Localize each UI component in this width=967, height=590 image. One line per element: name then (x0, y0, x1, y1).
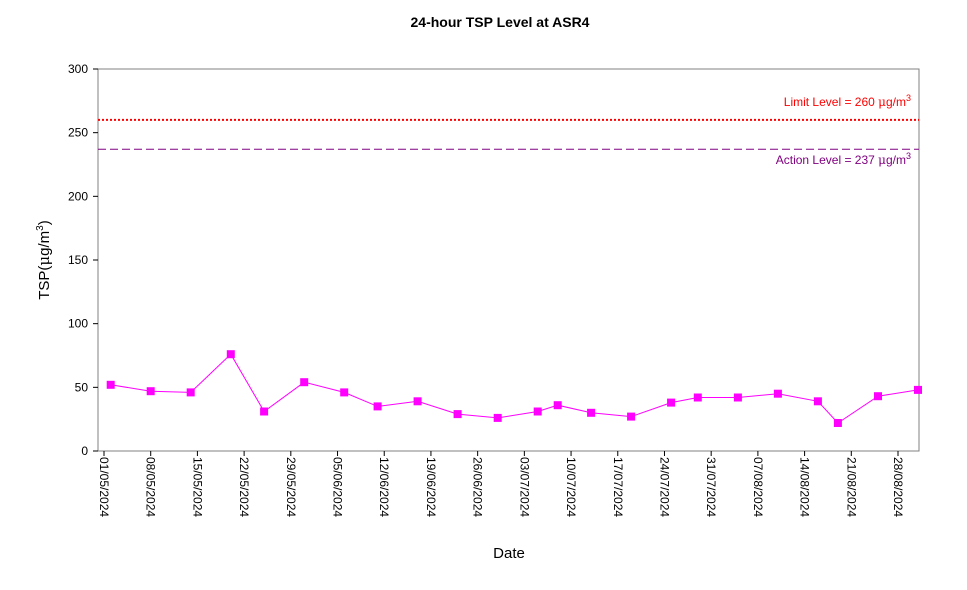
y-tick-label: 250 (68, 126, 88, 140)
data-point (373, 402, 382, 411)
data-point (106, 380, 115, 389)
x-axis-title: Date (493, 545, 525, 562)
y-axis-title: TSP(μg/m3) (35, 220, 53, 300)
data-point (874, 392, 882, 401)
y-axis-title-suffix: ) (36, 220, 53, 225)
data-point (914, 385, 922, 394)
data-point (186, 388, 195, 397)
data-point (493, 413, 502, 422)
data-point (260, 407, 269, 416)
x-tick-label: 15/05/2024 (190, 457, 204, 517)
reference-label-mu: μ (878, 95, 886, 109)
y-tick-label: 50 (75, 380, 89, 394)
x-tick-label: 28/08/2024 (891, 457, 905, 517)
reference-label-sup: 3 (906, 93, 911, 103)
data-point (627, 412, 636, 421)
y-axis-title-mu: μ (35, 256, 53, 266)
reference-label-unit: g/m (886, 153, 906, 167)
data-point (587, 408, 596, 417)
x-axis: 01/05/2024 08/05/2024 15/05/2024 22/05/2024… (97, 451, 905, 517)
reference-label-unit: g/m (886, 95, 906, 109)
x-tick-label: 22/05/2024 (237, 457, 251, 517)
y-tick-label: 150 (68, 253, 88, 267)
reference-label-text: Action Level = 237 (776, 153, 878, 167)
x-tick-label: 26/06/2024 (471, 457, 485, 517)
chart-title: 24-hour TSP Level at ASR4 (411, 14, 590, 30)
x-tick-label: 12/06/2024 (377, 457, 391, 517)
x-tick-label: 29/05/2024 (284, 457, 298, 517)
data-point (773, 389, 782, 398)
y-tick-label: 300 (68, 62, 88, 76)
x-tick-label: 03/07/2024 (517, 457, 531, 517)
x-tick-label: 05/06/2024 (331, 457, 345, 517)
data-point (693, 393, 702, 402)
y-axis: 0 50 100 150 200 250 300 (68, 62, 98, 458)
series-line (110, 353, 919, 424)
data-point (553, 401, 562, 410)
svg-text:TSP(μg/m3): TSP(μg/m3) (35, 220, 53, 300)
data-point (146, 387, 155, 396)
y-tick-label: 100 (68, 317, 88, 331)
reference-label-text: Limit Level = 260 (784, 95, 878, 109)
data-point (340, 388, 349, 397)
data-point (413, 397, 422, 406)
x-tick-label: 08/05/2024 (144, 457, 158, 517)
reference-line-label: Limit Level = 260 μg/m3 (784, 93, 911, 109)
x-tick-label: 17/07/2024 (611, 457, 625, 517)
reference-label-mu: μ (878, 153, 886, 167)
x-tick-label: 14/08/2024 (798, 457, 812, 517)
data-point (813, 397, 822, 406)
data-point (300, 378, 309, 387)
data-point (733, 393, 742, 402)
data-point (667, 398, 676, 407)
y-tick-label: 0 (81, 444, 88, 458)
x-tick-label: 24/07/2024 (657, 457, 671, 517)
x-tick-label: 07/08/2024 (751, 457, 765, 517)
series-group (106, 350, 922, 427)
y-axis-title-sup: 3 (35, 225, 46, 231)
x-tick-label: 19/06/2024 (424, 457, 438, 517)
x-tick-label: 31/07/2024 (704, 457, 718, 517)
data-point (833, 419, 842, 427)
data-point (453, 410, 462, 419)
x-tick-label: 01/05/2024 (97, 457, 111, 517)
y-tick-label: 200 (68, 189, 88, 203)
data-point (533, 407, 542, 416)
reference-line-label: Action Level = 237 μg/m3 (776, 151, 911, 167)
data-point (226, 350, 235, 359)
y-axis-title-prefix: TSP( (36, 266, 53, 300)
y-axis-title-unit: g/m (36, 231, 53, 256)
x-tick-label: 10/07/2024 (564, 457, 578, 517)
x-tick-label: 21/08/2024 (844, 457, 858, 517)
reference-label-sup: 3 (906, 151, 911, 161)
plot-area (97, 68, 920, 452)
